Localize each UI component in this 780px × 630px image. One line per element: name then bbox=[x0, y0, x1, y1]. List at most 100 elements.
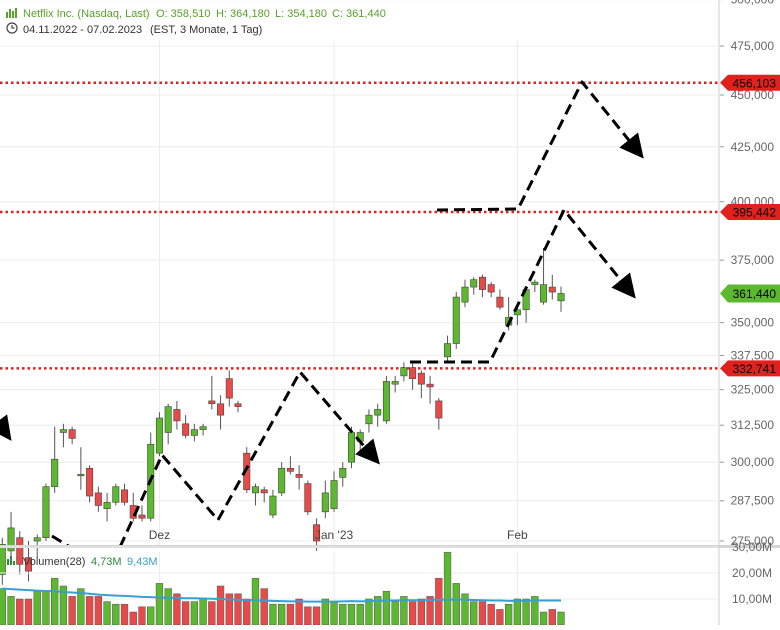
candle-body bbox=[77, 474, 85, 477]
candle-body bbox=[155, 417, 163, 454]
last-price-label: 361,440 bbox=[733, 287, 777, 301]
level-badge bbox=[720, 360, 780, 377]
candle-body bbox=[86, 467, 94, 497]
candle-body bbox=[391, 381, 399, 385]
volume-bar-down bbox=[312, 606, 321, 626]
volume-bar-down bbox=[417, 598, 425, 626]
price-badges: 456,103 395,442 332,741 361,440 bbox=[720, 74, 780, 377]
candle-up bbox=[374, 403, 382, 427]
candle-body bbox=[548, 286, 556, 293]
horizontal-levels bbox=[0, 81, 720, 370]
candle-up bbox=[112, 483, 120, 506]
candle-body bbox=[400, 367, 408, 377]
candle-body bbox=[347, 432, 355, 463]
candle-body bbox=[225, 378, 233, 399]
volume-bar-down bbox=[487, 603, 495, 626]
candle-body bbox=[496, 296, 504, 308]
date-label: Feb bbox=[507, 528, 528, 542]
candle-down bbox=[487, 282, 495, 298]
volume-bar-down bbox=[304, 606, 312, 626]
level-label: 332,741 bbox=[733, 362, 777, 376]
candle-body bbox=[269, 495, 277, 516]
candle-body bbox=[199, 426, 207, 430]
volume-bar-up bbox=[147, 606, 155, 626]
volume-bar-up bbox=[51, 577, 59, 626]
price-tick-label: 375,000 bbox=[731, 253, 775, 267]
candle-up bbox=[557, 286, 565, 312]
price-tick-label: 275,000 bbox=[731, 534, 775, 548]
candle-down bbox=[225, 370, 233, 407]
volume-bar-up bbox=[112, 603, 120, 626]
candle-body bbox=[16, 537, 24, 565]
candle-up bbox=[382, 375, 390, 424]
candle-down bbox=[208, 375, 216, 410]
candle-up bbox=[155, 412, 163, 457]
date-range: 04.11.2022 - 07.02.2023 bbox=[23, 24, 142, 36]
candle-body bbox=[531, 281, 539, 285]
volume-bar-up bbox=[557, 611, 565, 626]
candle-body bbox=[234, 403, 242, 407]
candle-up bbox=[51, 426, 59, 493]
projection-arrow-drawing bbox=[410, 208, 636, 364]
volume-value-1: 4,73M bbox=[91, 556, 122, 568]
candle-body bbox=[173, 409, 181, 422]
volume-bar-up bbox=[504, 603, 513, 626]
volume-bar-up bbox=[0, 588, 6, 626]
candle-body bbox=[190, 429, 198, 436]
candle-up bbox=[59, 423, 67, 448]
candle-down bbox=[304, 480, 312, 516]
candle-down bbox=[129, 492, 137, 522]
volume-bar-up bbox=[365, 598, 373, 626]
target-arrow-drawing bbox=[436, 80, 644, 212]
candle-body bbox=[478, 276, 486, 290]
volume-bar-up bbox=[199, 598, 207, 626]
volume-bar-down bbox=[24, 598, 33, 626]
level-label: 456,103 bbox=[733, 76, 777, 90]
candle-body bbox=[330, 480, 338, 509]
volume-bar-down bbox=[295, 598, 303, 626]
volume-bar-up bbox=[443, 551, 452, 626]
candle-down bbox=[496, 289, 504, 310]
candle-down bbox=[409, 362, 417, 390]
ohlc-high: H: 364,180 bbox=[216, 8, 270, 20]
candle-down bbox=[295, 465, 303, 490]
candle-body bbox=[304, 483, 312, 513]
clock-icon bbox=[6, 22, 18, 34]
price-tick-label: 350,000 bbox=[731, 316, 775, 330]
candle-up bbox=[391, 375, 399, 393]
candle-up bbox=[400, 362, 408, 382]
volume-bar-up bbox=[452, 583, 460, 626]
volume-bar-up bbox=[103, 601, 111, 626]
candle-up bbox=[42, 483, 50, 541]
candle-body bbox=[138, 514, 146, 519]
volume-bar-down bbox=[68, 596, 76, 626]
candle-down bbox=[173, 400, 181, 430]
candle-body bbox=[33, 537, 41, 542]
candle-down bbox=[435, 398, 443, 430]
candle-body bbox=[470, 279, 478, 288]
instrument-title: Netflix Inc. (Nasdaq, Last) bbox=[23, 8, 150, 20]
candle-up bbox=[0, 537, 6, 585]
range-settings: (EST, 3 Monate, 1 Tag) bbox=[150, 24, 262, 36]
candle-body bbox=[365, 414, 373, 425]
volume-tick-label: 30,00M bbox=[732, 540, 772, 554]
candle-body bbox=[557, 293, 565, 302]
volume-header: Volumen(28) 4,73M 9,43M bbox=[7, 556, 158, 568]
candle-body bbox=[59, 429, 67, 433]
candle-body bbox=[409, 367, 417, 379]
candle-up bbox=[444, 335, 452, 363]
volume-bar-up bbox=[164, 588, 172, 626]
volume-bar-up bbox=[339, 603, 347, 626]
candle-up bbox=[321, 480, 329, 519]
candle-body bbox=[417, 372, 425, 385]
candle-body bbox=[121, 489, 129, 503]
candle-body bbox=[94, 492, 102, 506]
candle-body bbox=[339, 467, 347, 478]
volume-bar-down bbox=[94, 596, 102, 626]
candle-body bbox=[452, 296, 460, 344]
volume-bar-up bbox=[251, 577, 260, 626]
volume-bar-down bbox=[435, 577, 443, 626]
volume-bar-up bbox=[461, 593, 469, 626]
